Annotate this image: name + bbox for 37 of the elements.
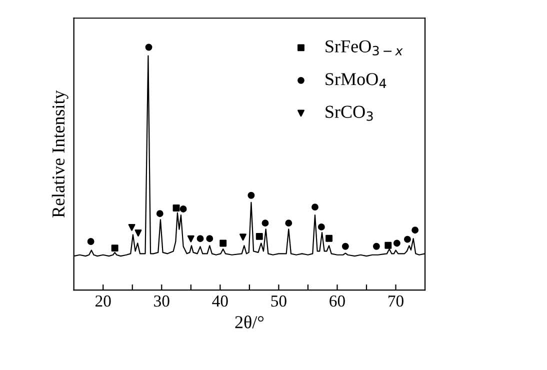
point bbox=[145, 44, 152, 51]
legend-label: SrFeO$_{3−x}$ bbox=[326, 40, 403, 56]
point bbox=[372, 242, 380, 250]
point bbox=[285, 220, 292, 227]
point bbox=[134, 230, 142, 236]
x-tick-label: 60 bbox=[330, 295, 345, 307]
x-tick-label: 50 bbox=[271, 295, 286, 307]
point bbox=[262, 220, 269, 227]
point bbox=[412, 226, 419, 234]
point bbox=[248, 192, 255, 199]
point bbox=[240, 234, 246, 241]
point bbox=[87, 238, 94, 245]
point bbox=[128, 224, 136, 231]
point bbox=[196, 235, 204, 242]
legend-label: SrCO$_{3}$ bbox=[326, 106, 373, 121]
point bbox=[156, 210, 164, 218]
point bbox=[256, 232, 263, 240]
point bbox=[111, 244, 118, 252]
point bbox=[312, 204, 318, 211]
point bbox=[404, 236, 411, 243]
x-tick-label: 70 bbox=[388, 295, 404, 307]
x-tick-label: 40 bbox=[212, 295, 228, 307]
point bbox=[172, 204, 180, 212]
point bbox=[180, 206, 187, 212]
point bbox=[393, 240, 400, 247]
legend-label: SrMoO$_{4}$ bbox=[326, 73, 386, 88]
x-tick-label: 20 bbox=[96, 295, 111, 307]
point bbox=[206, 235, 214, 242]
x-tick-label: 30 bbox=[154, 295, 170, 307]
point bbox=[220, 240, 227, 247]
y-axis-title: Relative Intensity bbox=[52, 90, 68, 218]
point bbox=[326, 234, 333, 242]
point bbox=[318, 223, 325, 230]
point bbox=[384, 242, 392, 249]
x-axis-title: 2θ/° bbox=[235, 316, 264, 328]
point bbox=[342, 242, 349, 250]
point bbox=[187, 235, 194, 242]
